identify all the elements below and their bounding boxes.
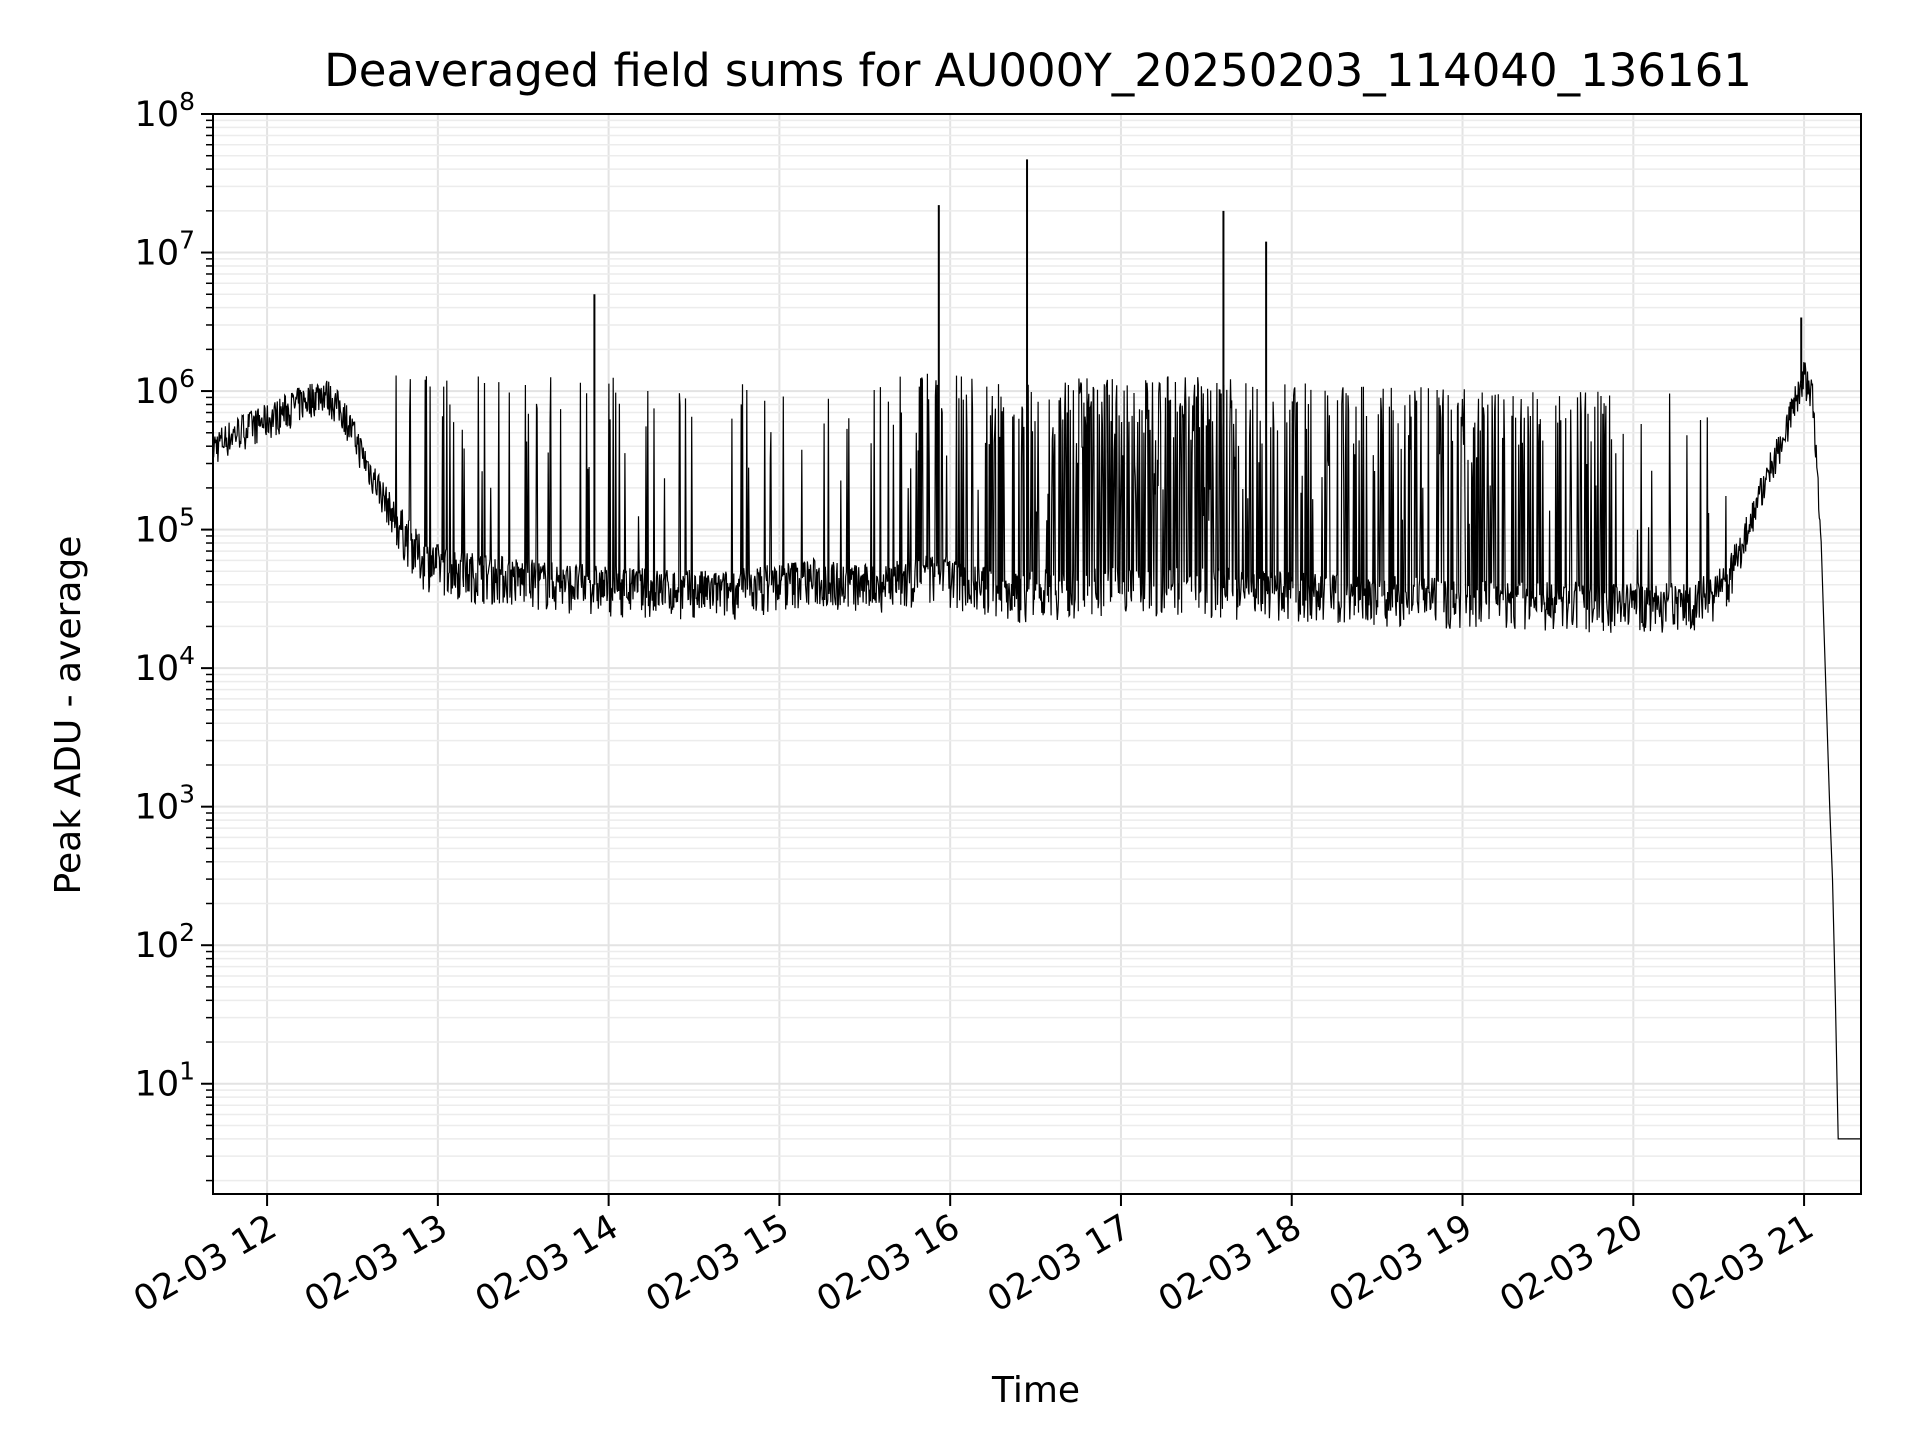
- series-path: [212, 362, 1861, 1140]
- x-tick-label: 02-03 14: [469, 1207, 625, 1320]
- y-tick-label: 103: [135, 780, 195, 828]
- x-tick-label: 02-03 16: [810, 1207, 966, 1320]
- x-tick-labels: 02-03 12 02-03 13 02-03 14 02-03 15 02-03 16…: [127, 1207, 1820, 1320]
- y-tick-label: 106: [135, 364, 195, 412]
- x-tick-label: 02-03 20: [1494, 1207, 1650, 1320]
- y-tick-label: 104: [135, 641, 195, 689]
- y-axis-title: Peak ADU - average: [48, 536, 89, 895]
- chart-title: Deaveraged field sums for AU000Y_2025020…: [324, 44, 1752, 97]
- x-tick-label: 02-03 21: [1664, 1207, 1820, 1320]
- y-tick-label: 102: [135, 918, 195, 966]
- x-axis-title: Time: [991, 1370, 1080, 1411]
- y-tick-label: 105: [135, 503, 195, 551]
- y-tick-labels: 101 102 103 104 105 106 107 108: [135, 87, 195, 1105]
- x-tick-label: 02-03 12: [127, 1207, 283, 1320]
- axis-ticks: [201, 113, 1806, 1206]
- x-tick-label: 02-03 19: [1323, 1207, 1479, 1320]
- x-tick-label: 02-03 17: [981, 1207, 1137, 1320]
- y-tick-label: 101: [135, 1057, 195, 1105]
- x-tick-label: 02-03 18: [1152, 1207, 1308, 1320]
- y-tick-label: 108: [135, 87, 195, 135]
- series-line: [212, 159, 1861, 1140]
- plot-frame: [212, 113, 1862, 1195]
- grid: [213, 113, 1861, 1194]
- x-tick-label: 02-03 13: [298, 1207, 454, 1320]
- x-tick-label: 02-03 15: [640, 1207, 796, 1320]
- y-tick-label: 107: [135, 226, 195, 274]
